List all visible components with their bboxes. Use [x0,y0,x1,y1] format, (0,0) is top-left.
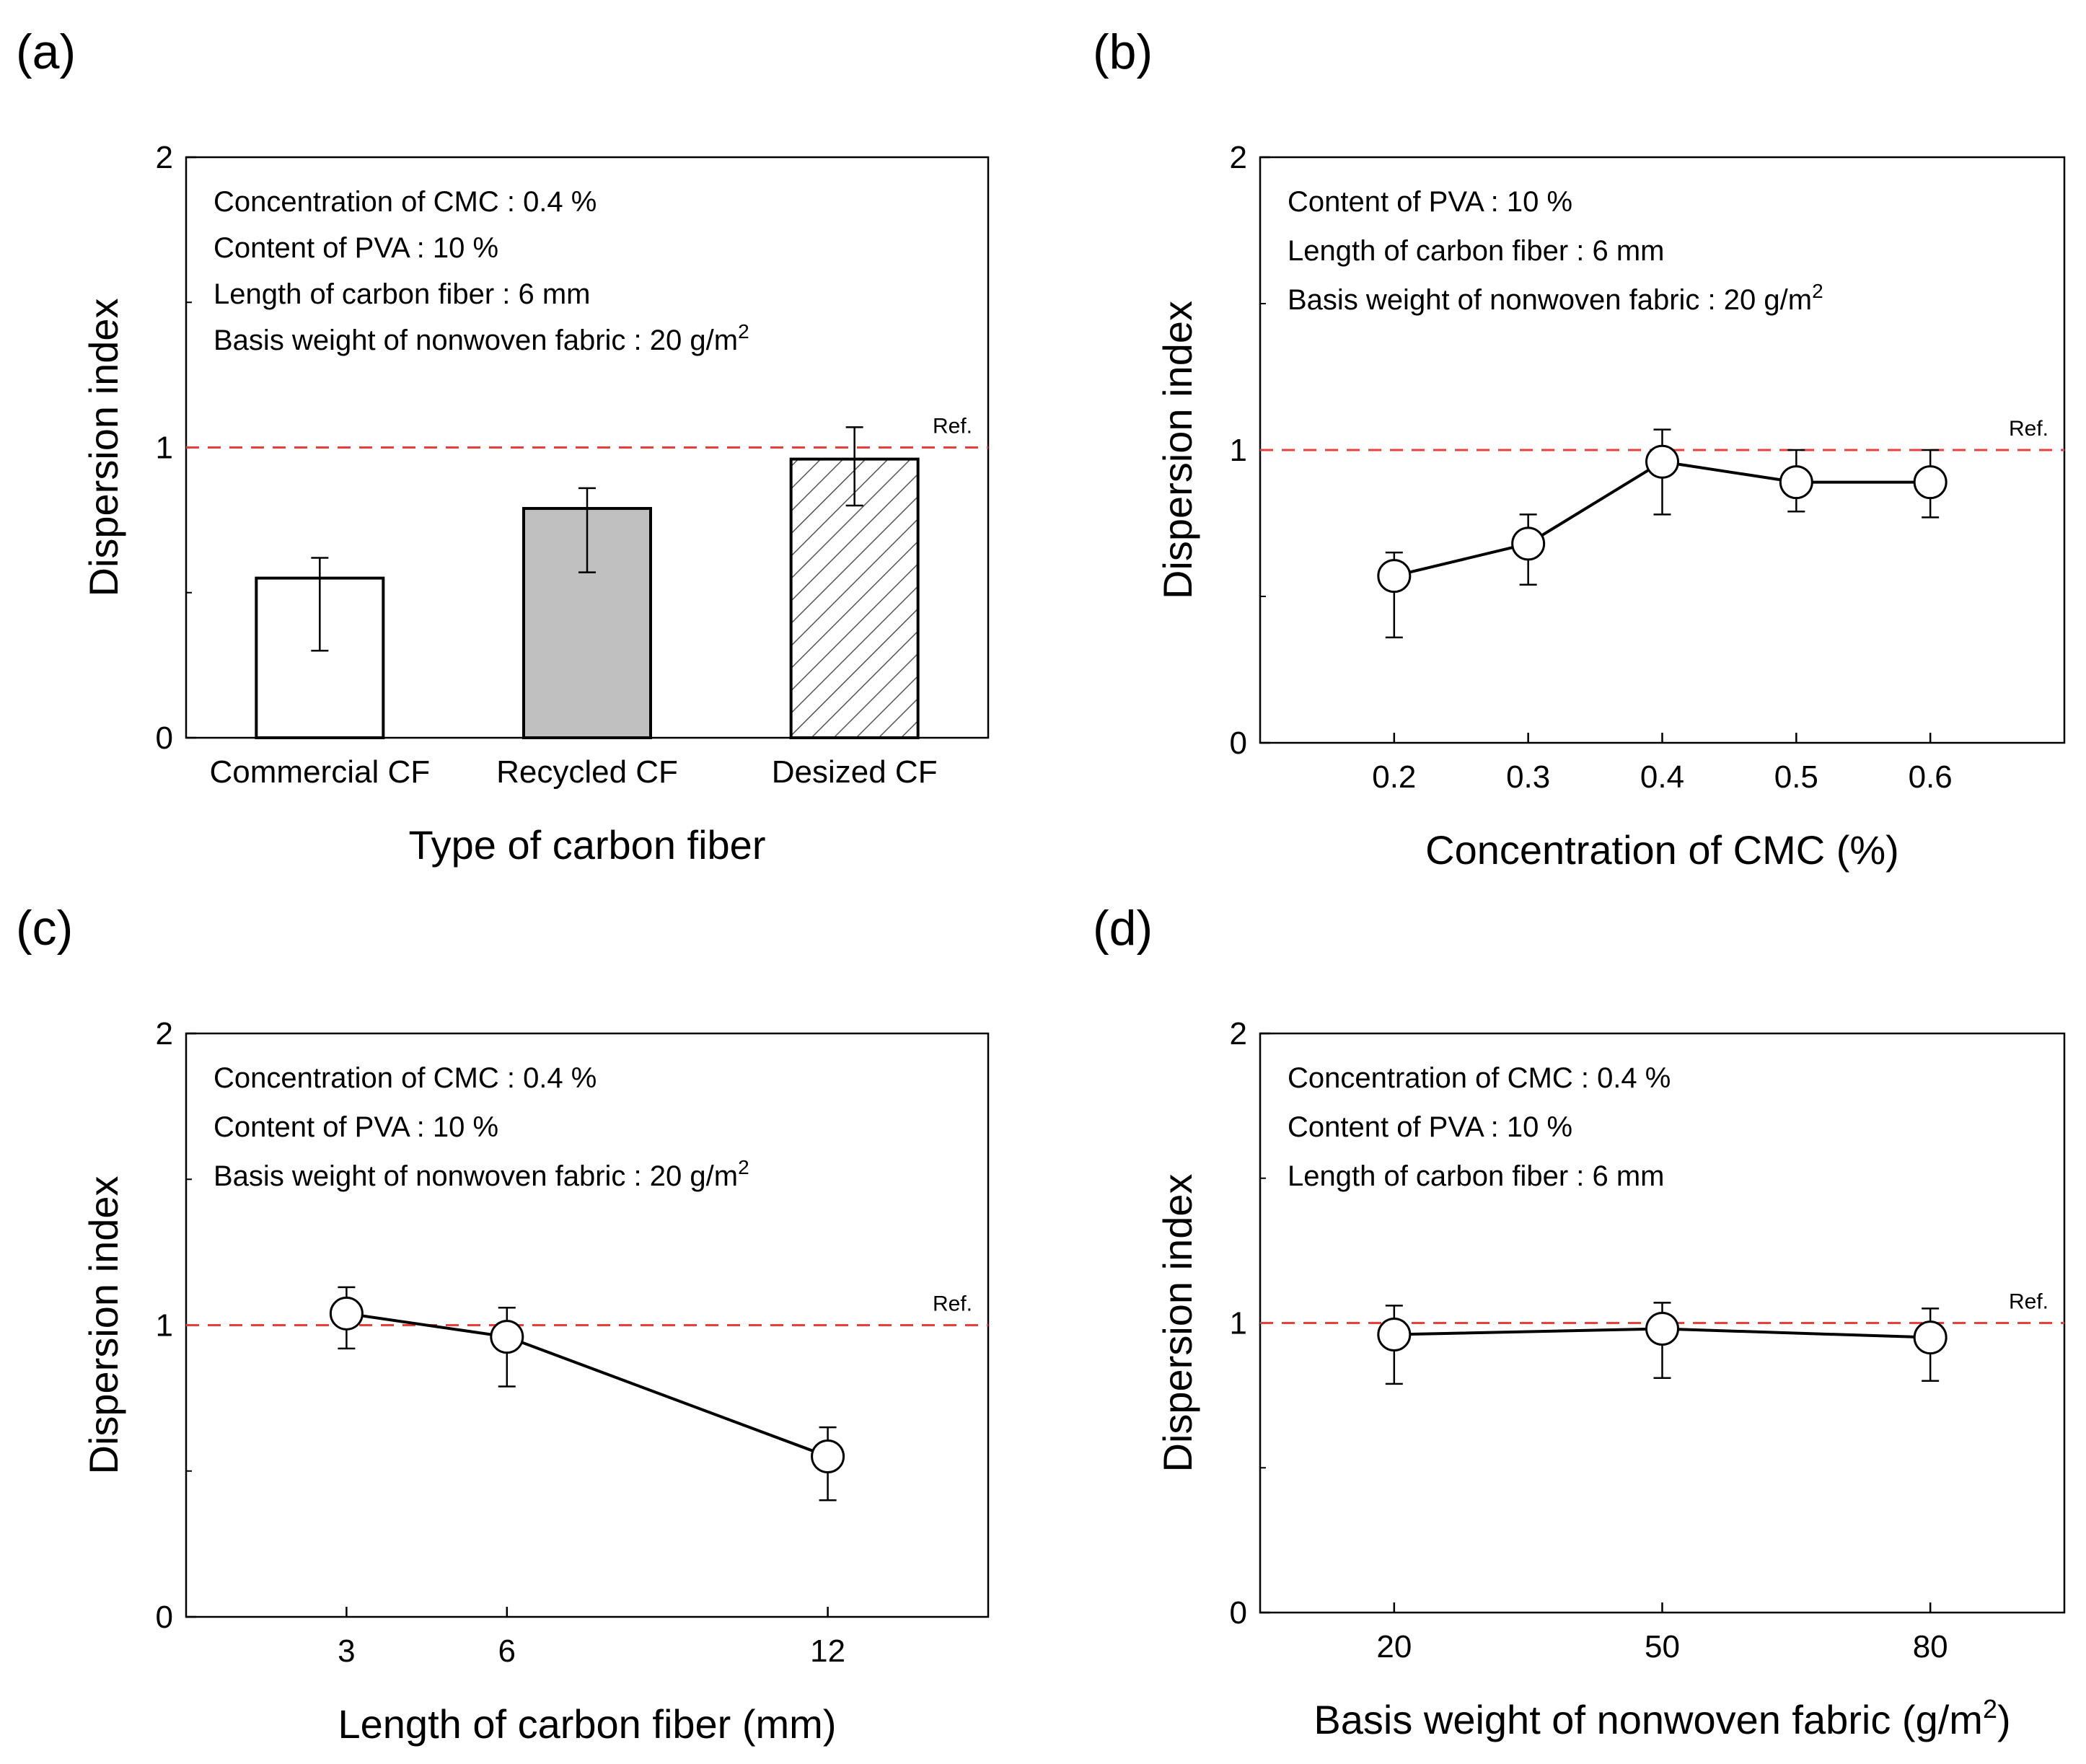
annotation-superscript: 2 [738,320,749,343]
annotation-text: Concentration of CMC : 0.4 % [214,1062,597,1094]
x-axis-label-text: Length of carbon fiber (mm) [338,1701,837,1747]
annotation-text: Content of PVA : 10 % [1288,186,1572,218]
annotation-text: Content of PVA : 10 % [214,232,498,264]
annotation-text: Content of PVA : 10 % [1288,1111,1572,1143]
data-point [1913,465,1948,500]
x-tick-label: 0.2 [1372,759,1416,795]
annotation-line: Concentration of CMC : 0.4 % [214,1062,597,1094]
panel-a: (a) 0 1 2 Dispersion index Ref. Concentration … [16,25,990,868]
x-axis-label-tail: ) [1997,1697,2011,1742]
annotation-line: Basis weight of nonwoven fabric : 20 g/m… [214,320,749,356]
annotation-line: Content of PVA : 10 % [214,232,498,264]
y-axis-label: Dispersion index [1155,1174,1200,1473]
annotation-line: Length of carbon fiber : 6 mm [1288,235,1665,267]
x-tick-label: Recycled CF [496,754,678,790]
y-tick-label: 1 [1230,433,1247,468]
panel-d: (d) 0 1 2 Dispersion index Ref. Concentration … [1093,901,2066,1742]
x-tick-label: 6 [498,1633,516,1669]
data-point [1913,1320,1948,1355]
annotation-text: Basis weight of nonwoven fabric : 20 g/m [1288,284,1812,316]
x-axis-label-superscript: 2 [1983,1694,1997,1724]
x-tick-label: Commercial CF [210,754,431,790]
reference-label: Ref. [2009,1290,2048,1314]
annotation-line: Basis weight of nonwoven fabric : 20 g/m… [1288,280,1823,316]
data-point [1645,444,1679,479]
annotation-line: Length of carbon fiber : 6 mm [214,278,591,310]
annotation-text: Length of carbon fiber : 6 mm [214,278,591,310]
reference-label: Ref. [2009,417,2048,441]
annotation-text: Length of carbon fiber : 6 mm [1288,235,1665,267]
x-axis-label: Length of carbon fiber (mm) [338,1701,837,1747]
x-axis-label: Concentration of CMC (%) [1425,827,1899,873]
reference-label: Ref. [933,1292,972,1316]
x-tick-label: 0.3 [1506,759,1550,795]
y-tick-label: 2 [156,1016,173,1051]
x-tick-label: 0.4 [1640,759,1684,795]
data-point [1377,1318,1412,1352]
annotation-line: Length of carbon fiber : 6 mm [1288,1160,1665,1192]
annotation-text: Basis weight of nonwoven fabric : 20 g/m [214,325,738,356]
y-tick-label: 0 [1230,726,1247,761]
panel-label: (d) [1093,901,1153,956]
annotation-line: Content of PVA : 10 % [1288,1111,1572,1143]
y-tick-label: 0 [156,720,173,756]
annotation-superscript: 2 [738,1156,749,1178]
data-point [811,1439,845,1474]
x-tick-label: 12 [810,1633,845,1669]
y-axis-label: Dispersion index [81,299,126,597]
x-tick-label: 0.6 [1909,759,1953,795]
annotation-text: Concentration of CMC : 0.4 % [1288,1062,1671,1094]
data-point [1645,1312,1679,1346]
annotation-line: Content of PVA : 10 % [1288,186,1572,218]
annotation-line: Concentration of CMC : 0.4 % [214,186,597,218]
x-tick-label: 20 [1376,1629,1412,1664]
reference-label: Ref. [933,415,972,438]
data-point [329,1296,364,1331]
y-tick-label: 1 [156,431,173,466]
y-axis-label: Dispersion index [81,1176,126,1475]
y-tick-label: 0 [1230,1595,1247,1631]
y-tick-label: 2 [156,140,173,175]
data-point [490,1320,524,1354]
panel-label: (c) [16,901,73,956]
annotation-line: Content of PVA : 10 % [214,1111,498,1143]
panel-label: (a) [16,25,76,79]
data-point [1779,465,1813,500]
x-tick-label: 50 [1645,1629,1680,1664]
y-tick-label: 2 [1230,140,1247,175]
y-tick-label: 0 [156,1600,173,1635]
series-line [346,1312,829,1458]
annotation-text: Content of PVA : 10 % [214,1111,498,1143]
annotation-text: Concentration of CMC : 0.4 % [214,186,597,218]
panel-b: (b) 0 1 2 Dispersion index Ref. Content of PVA… [1093,25,2066,873]
annotation-text: Length of carbon fiber : 6 mm [1288,1160,1665,1192]
y-tick-label: 2 [1230,1016,1247,1051]
x-tick-label: 0.5 [1774,759,1818,795]
y-tick-label: 1 [156,1308,173,1344]
x-axis-label: Type of carbon fiber [409,822,766,868]
x-axis-label-text: Type of carbon fiber [409,822,766,868]
y-axis-label: Dispersion index [1155,301,1200,599]
annotation-line: Basis weight of nonwoven fabric : 20 g/m… [214,1156,749,1192]
panel-label: (b) [1093,25,1153,79]
x-tick-label: 80 [1913,1629,1948,1664]
x-tick-label: 3 [338,1633,355,1669]
data-point [1377,559,1412,594]
x-axis-label-text: Concentration of CMC (%) [1425,827,1899,873]
annotation-superscript: 2 [1812,280,1823,302]
data-point [1511,526,1546,561]
annotation-line: Concentration of CMC : 0.4 % [1288,1062,1671,1094]
annotation-text: Basis weight of nonwoven fabric : 20 g/m [214,1160,738,1192]
y-tick-label: 1 [1230,1306,1247,1341]
x-axis-label-text: Basis weight of nonwoven fabric (g/m [1313,1697,1983,1742]
x-tick-label: Desized CF [772,754,938,790]
x-axis-label: Basis weight of nonwoven fabric (g/m2) [1313,1694,2010,1742]
